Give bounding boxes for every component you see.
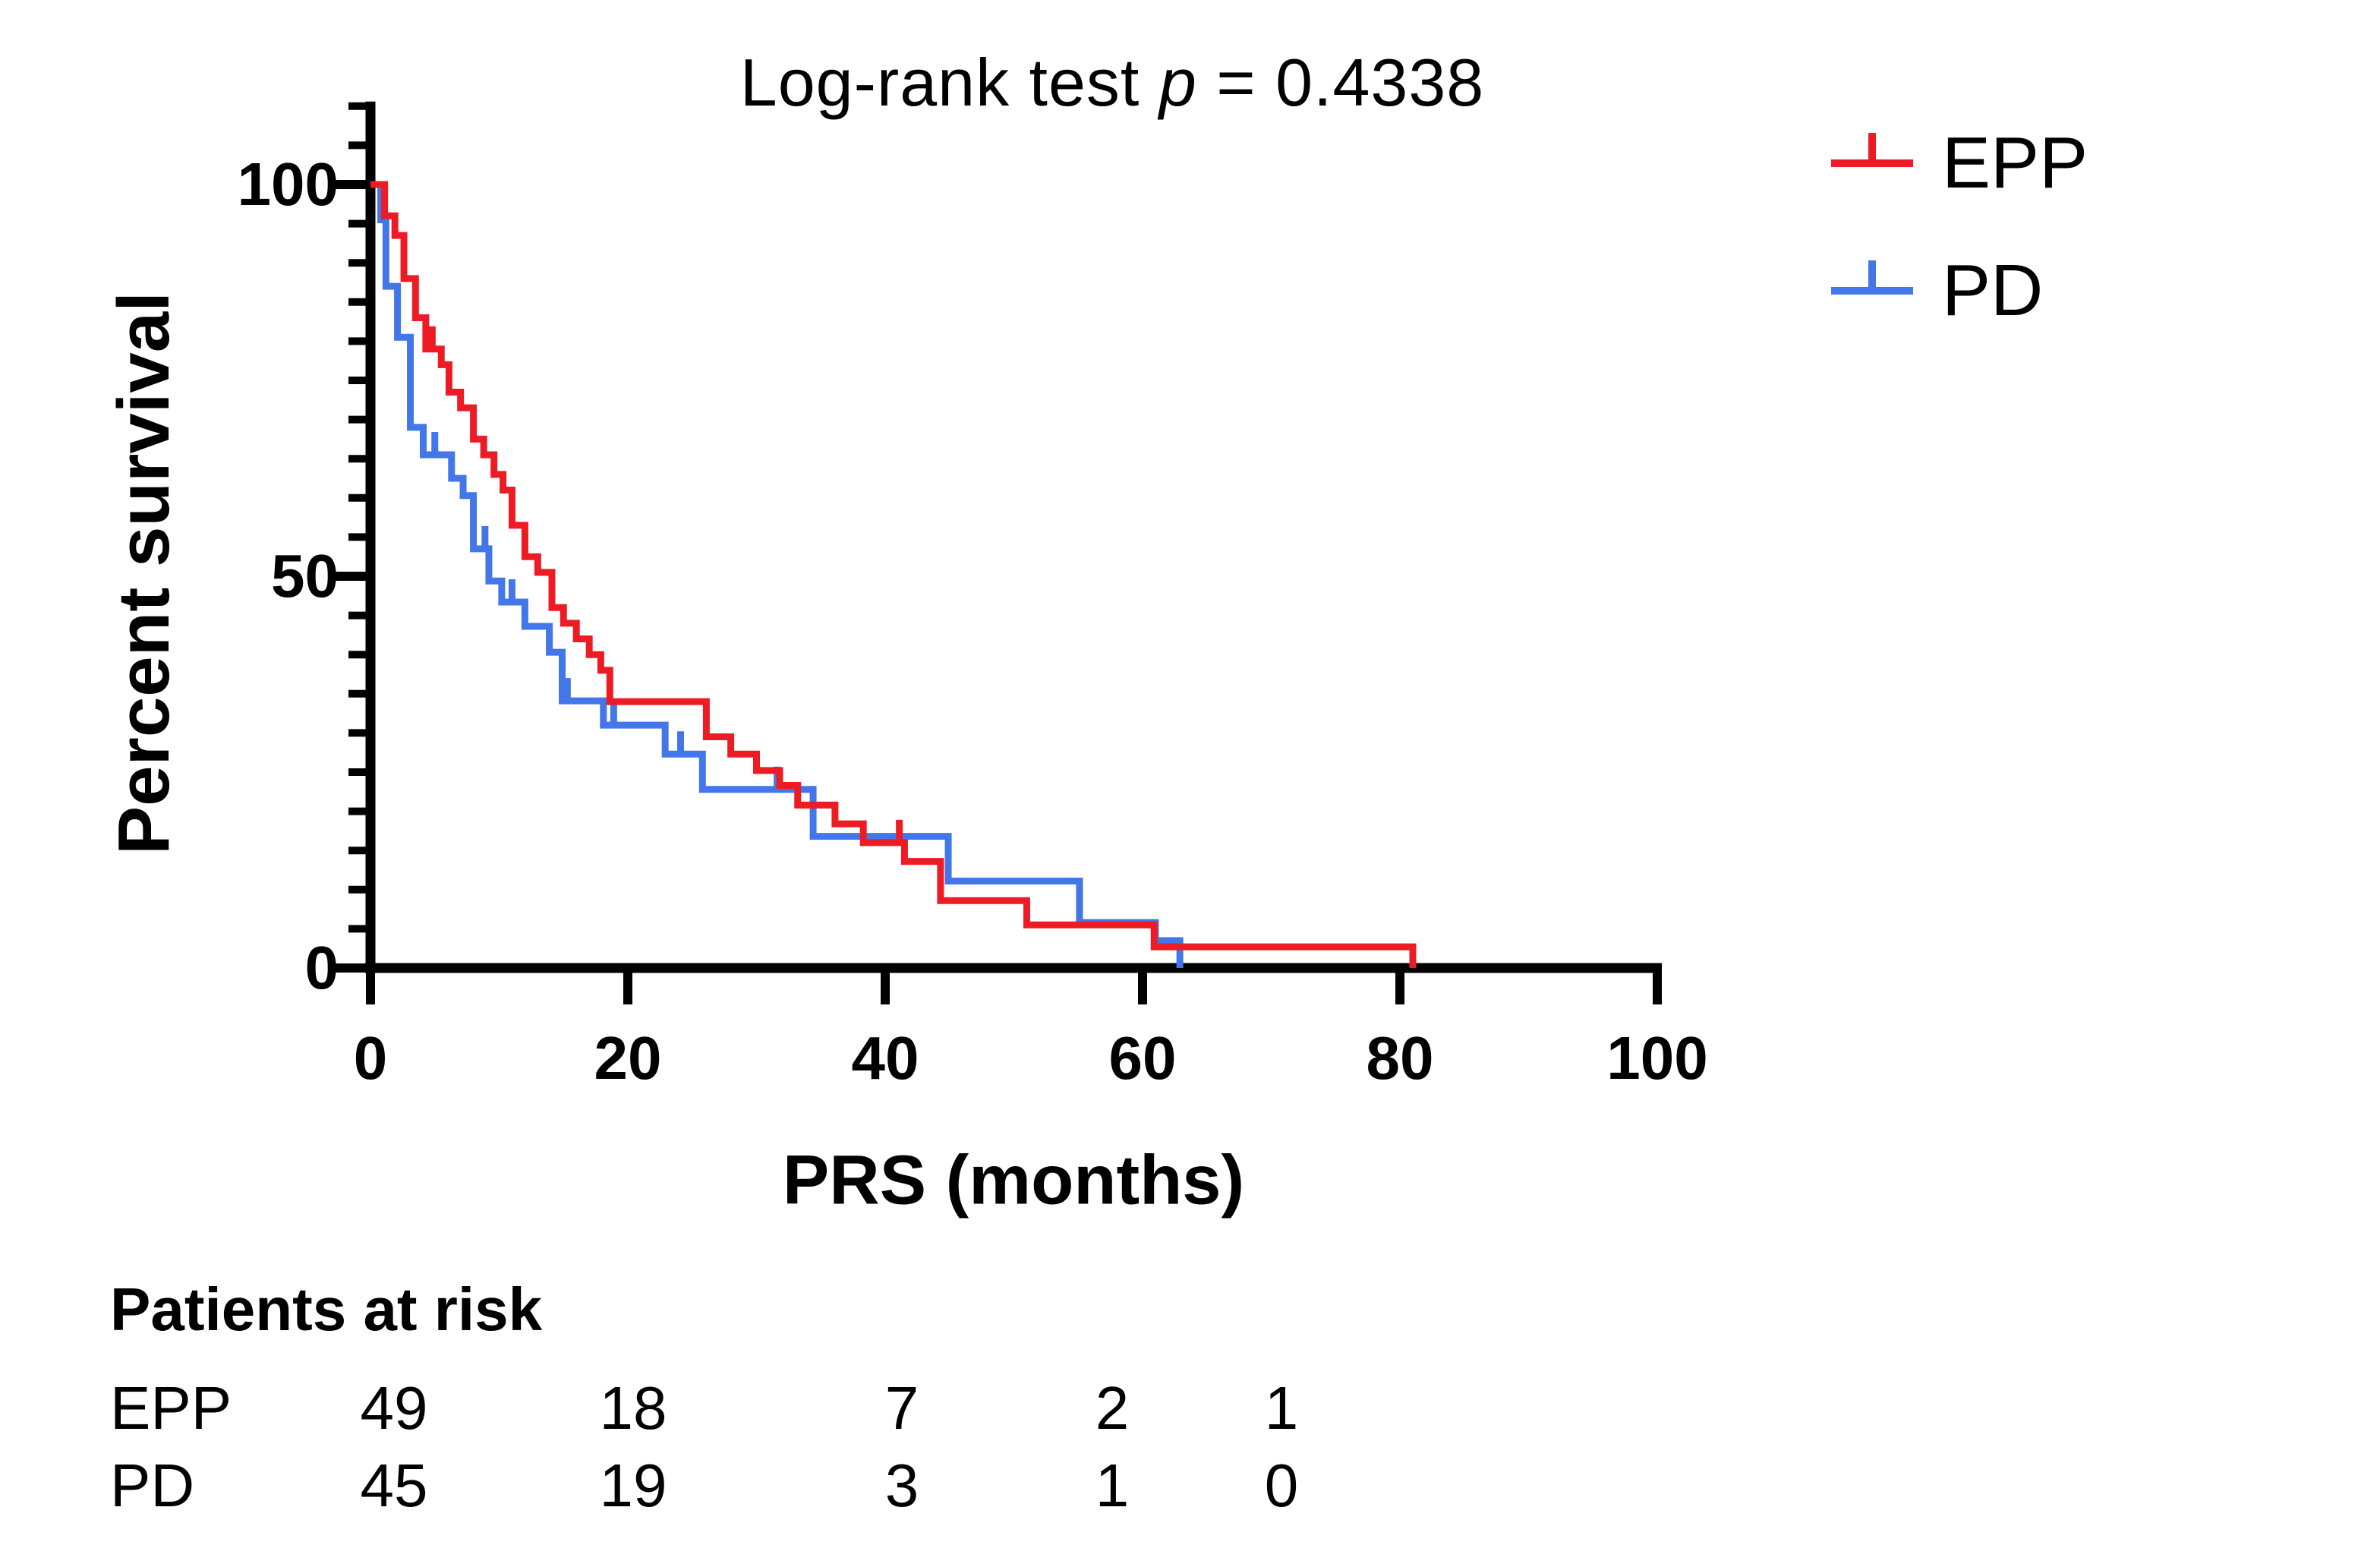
- x-tick-label-80: 80: [1366, 1024, 1434, 1092]
- risk-count-epp-20: 18: [599, 1374, 667, 1442]
- risk-count-epp-0: 49: [360, 1374, 428, 1442]
- legend-label-pd: PD: [1942, 250, 2044, 331]
- risk-count-pd-20: 19: [599, 1452, 667, 1519]
- risk-row-label-pd: PD: [110, 1452, 195, 1519]
- risk-table-header: Patients at risk: [110, 1275, 543, 1343]
- risk-row-label-epp: EPP: [110, 1374, 232, 1442]
- x-axis-title: PRS (months): [782, 1141, 1245, 1219]
- risk-count-pd-80: 0: [1264, 1452, 1299, 1519]
- survival-curve-pd: [370, 181, 1184, 968]
- risk-count-pd-0: 45: [360, 1452, 428, 1519]
- x-tick-label-60: 60: [1108, 1024, 1177, 1092]
- y-tick-label-0: 0: [304, 934, 339, 1001]
- plot-title-prefix: Log-rank test: [739, 45, 1159, 120]
- x-tick-label-0: 0: [353, 1024, 388, 1092]
- risk-count-pd-60: 1: [1095, 1452, 1130, 1519]
- survival-curve-epp: [370, 181, 1417, 968]
- y-axis-title: Percent survival: [103, 292, 184, 855]
- plot-title: Log-rank test p = 0.4338: [740, 44, 1484, 121]
- x-tick-label-40: 40: [851, 1024, 919, 1092]
- legend-label-epp: EPP: [1942, 122, 2088, 203]
- y-tick-label-100: 100: [237, 150, 339, 218]
- x-tick-label-100: 100: [1606, 1024, 1708, 1092]
- x-tick-label-20: 20: [594, 1024, 662, 1092]
- y-tick-label-50: 50: [271, 542, 339, 610]
- plot-title-suffix: = 0.4338: [1196, 45, 1485, 120]
- plot-title-p-symbol: p: [1158, 45, 1197, 120]
- risk-count-epp-40: 7: [884, 1374, 919, 1442]
- risk-count-pd-40: 3: [884, 1452, 919, 1519]
- risk-count-epp-60: 2: [1095, 1374, 1130, 1442]
- risk-count-epp-80: 1: [1264, 1374, 1299, 1442]
